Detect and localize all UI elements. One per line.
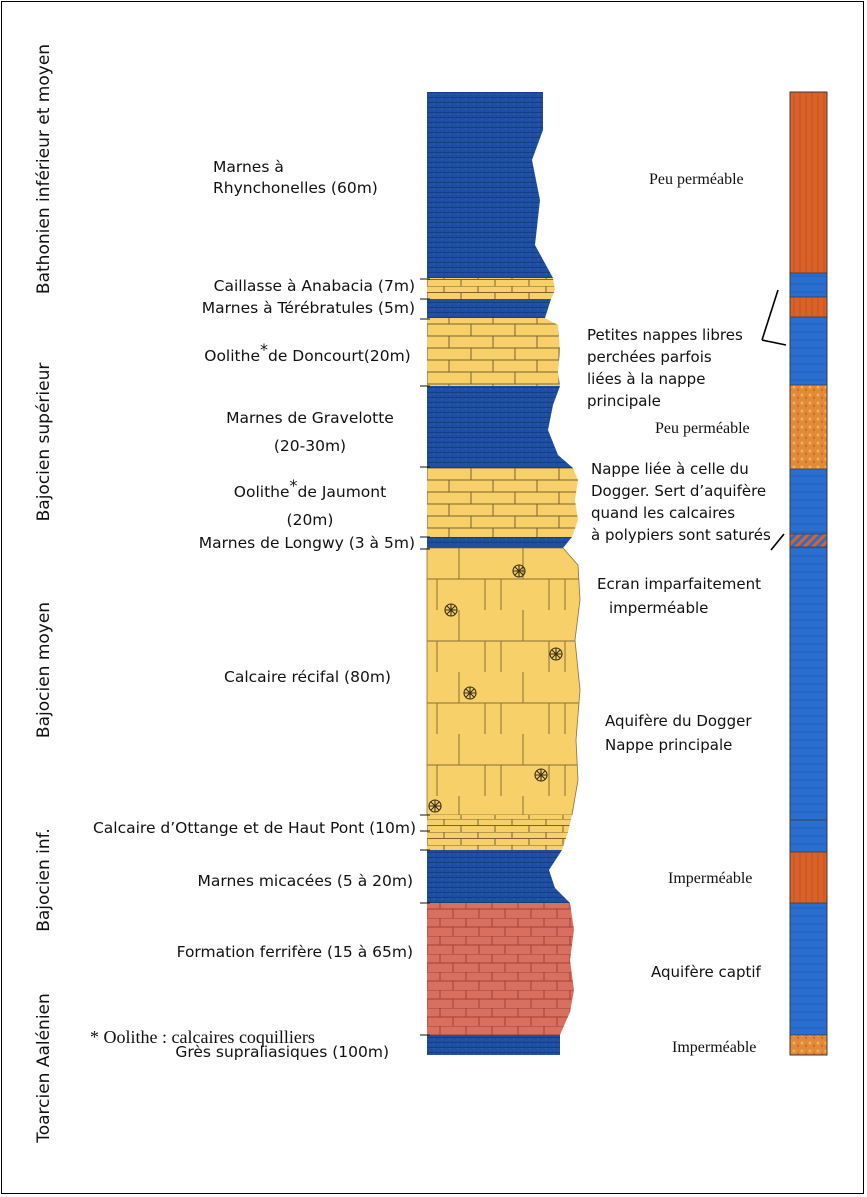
layer-marnes-micacees (427, 850, 570, 903)
layer-calcaire-ottange (427, 815, 572, 850)
layer-label-marnes-rhynchonelles: Marnes à Rhynchonelles (60m) (213, 158, 378, 197)
layer-marnes-gravelotte (427, 386, 573, 468)
layer-caillasse (427, 278, 555, 299)
layer-calcaire-recifal (426, 547, 581, 816)
layer-label-calcaire-recifal: Calcaire récifal (80m) (224, 668, 391, 686)
layer-formation-ferrifere (427, 903, 574, 1035)
layer-label-formation-ferrifere: Formation ferrifère (15 à 65m) (176, 943, 413, 961)
perm-label-nappe-liee: Nappe liée à celle du Dogger. Sert d’aqui… (591, 460, 771, 544)
layer-label-caillasse: Caillasse à Anabacia (7m) (213, 277, 415, 295)
perm-label-aquifere-captif: Aquifère captif (651, 963, 761, 981)
layer-gres-supraliasiques (427, 1035, 560, 1055)
layer-label-marnes-terebratules: Marnes à Térébratules (5m) (201, 299, 415, 317)
connector-lines (761, 289, 787, 551)
layer-label-oolithe-jaumont: Oolithe*de Jaumont (20m) (233, 476, 387, 529)
layer-label-gres-supraliasiques: Grès supraliasiques (100m) (175, 1043, 389, 1061)
coral-fossil-icons (428, 564, 563, 813)
perm-label-peu-permeable-1: Peu perméable (649, 171, 744, 188)
layer-marnes-rhynchonelles (427, 92, 553, 278)
perm-label-aquifere-dogger: Aquifère du Dogger Nappe principale (605, 712, 752, 754)
perm-label-impermeable-2: Imperméable (672, 1039, 757, 1056)
permeability-bar (789, 91, 828, 1056)
layer-label-oolithe-doncourt: Oolithe*de Doncourt(20m) (204, 340, 411, 365)
layer-marnes-terebratules (427, 299, 551, 318)
perm-label-peu-permeable-2: Peu perméable (655, 420, 750, 437)
layer-label-marnes-micacees: Marnes micacées (5 à 20m) (197, 872, 414, 890)
layer-marnes-longwy (427, 537, 572, 548)
perm-label-petites-nappes: Petites nappes libres perchées parfois li… (587, 326, 743, 410)
legend-footnote: * Oolithe : calcaires coquilliers (90, 1027, 315, 1047)
layer-tick-lines (420, 278, 430, 1036)
layer-oolithe-jaumont (427, 468, 578, 537)
layer-label-calcaire-ottange: Calcaire d’Ottange et de Haut Pont (10m) (92, 819, 416, 837)
layer-label-marnes-longwy: Marnes de Longwy (3 à 5m) (198, 534, 415, 552)
layer-label-marnes-gravelotte: Marnes de Gravelotte (20-30m) (226, 409, 394, 455)
perm-label-ecran: Ecran imparfaitement imperméable (597, 575, 761, 617)
perm-label-impermeable-1: Imperméable (668, 870, 753, 887)
layer-oolithe-doncourt (427, 318, 560, 386)
